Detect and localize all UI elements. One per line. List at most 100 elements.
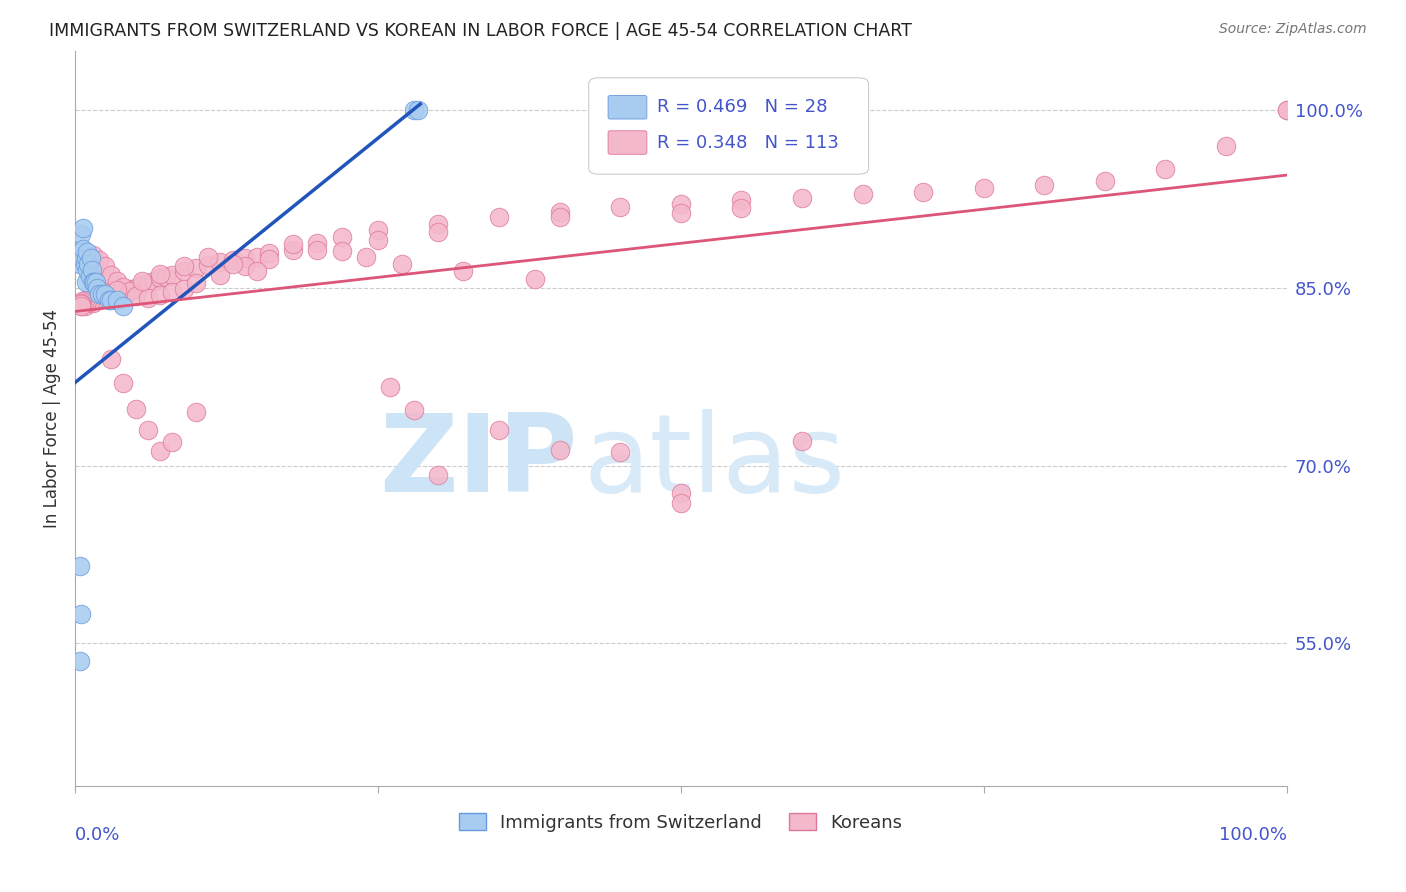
Point — [80, 251, 103, 265]
Point — [233, 251, 256, 265]
Point — [609, 445, 631, 459]
Point — [186, 405, 208, 419]
Point — [100, 351, 122, 366]
Point — [149, 288, 172, 302]
Point — [89, 289, 111, 303]
Text: R = 0.469   N = 28: R = 0.469 N = 28 — [657, 98, 827, 116]
Point — [186, 260, 208, 275]
Point — [548, 205, 571, 219]
Point — [94, 260, 117, 274]
Point — [851, 187, 873, 202]
Point — [82, 247, 104, 261]
Legend: Immigrants from Switzerland, Koreans: Immigrants from Switzerland, Koreans — [451, 806, 910, 839]
Point — [124, 401, 146, 416]
Point — [427, 468, 450, 483]
Point — [406, 103, 429, 117]
Point — [75, 275, 97, 289]
Point — [76, 295, 98, 310]
Point — [790, 191, 813, 205]
Point — [107, 283, 129, 297]
Point — [107, 283, 129, 297]
Point — [94, 286, 117, 301]
Point — [548, 443, 571, 458]
Point — [131, 278, 153, 293]
Point — [118, 282, 141, 296]
Point — [609, 200, 631, 214]
Point — [281, 243, 304, 257]
Point — [80, 293, 103, 307]
Point — [233, 260, 256, 274]
Text: 0.0%: 0.0% — [75, 826, 121, 844]
Point — [112, 279, 135, 293]
Point — [111, 283, 134, 297]
Point — [160, 434, 183, 449]
Point — [84, 275, 107, 289]
Point — [70, 227, 93, 242]
Point — [1033, 178, 1056, 192]
Point — [730, 193, 752, 207]
Point — [112, 299, 135, 313]
Point — [790, 434, 813, 448]
Point — [669, 485, 692, 500]
Point — [72, 293, 94, 308]
Point — [112, 376, 135, 390]
Point — [173, 282, 195, 296]
Text: ZIP: ZIP — [380, 409, 578, 516]
Point — [142, 274, 165, 288]
Point — [1094, 174, 1116, 188]
Point — [1275, 103, 1298, 117]
Y-axis label: In Labor Force | Age 45-54: In Labor Force | Age 45-54 — [44, 309, 60, 527]
Point — [83, 293, 105, 307]
Text: atlas: atlas — [583, 409, 846, 516]
Point — [89, 286, 111, 301]
Point — [730, 202, 752, 216]
Point — [70, 245, 93, 260]
Point — [669, 196, 692, 211]
Point — [104, 285, 127, 299]
Text: 100.0%: 100.0% — [1219, 826, 1286, 844]
Point — [136, 276, 159, 290]
Point — [973, 181, 995, 195]
Point — [124, 281, 146, 295]
Point — [77, 257, 100, 271]
Point — [70, 299, 93, 313]
Point — [427, 217, 450, 231]
Point — [186, 276, 208, 290]
Point — [488, 423, 510, 437]
Point — [75, 251, 97, 265]
Point — [330, 229, 353, 244]
FancyBboxPatch shape — [607, 131, 647, 154]
Point — [100, 285, 122, 299]
Point — [451, 264, 474, 278]
Point — [427, 225, 450, 239]
Point — [669, 496, 692, 510]
Point — [79, 268, 101, 283]
Point — [80, 263, 103, 277]
Point — [1154, 162, 1177, 177]
Point — [209, 254, 232, 268]
Point — [82, 275, 104, 289]
Point — [524, 272, 547, 286]
Point — [76, 263, 98, 277]
Point — [97, 286, 120, 301]
Point — [307, 243, 329, 257]
Point — [72, 242, 94, 256]
Point — [76, 293, 98, 308]
Point — [72, 221, 94, 235]
Point — [173, 260, 195, 274]
Point — [124, 289, 146, 303]
Point — [281, 236, 304, 251]
Point — [209, 268, 232, 282]
Point — [70, 299, 93, 313]
Point — [257, 246, 280, 260]
Text: Source: ZipAtlas.com: Source: ZipAtlas.com — [1219, 22, 1367, 37]
Point — [354, 250, 377, 264]
Point — [131, 274, 153, 288]
Point — [155, 270, 177, 285]
Point — [83, 275, 105, 289]
Point — [115, 283, 138, 297]
Point — [86, 290, 108, 304]
Point — [149, 271, 172, 285]
Point — [89, 253, 111, 268]
Point — [70, 297, 93, 311]
